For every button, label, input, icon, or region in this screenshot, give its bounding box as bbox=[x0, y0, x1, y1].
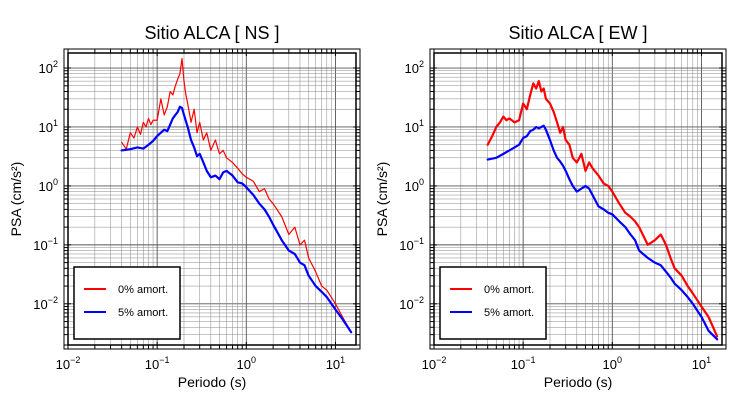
legend-label-1: 0% amort. bbox=[118, 284, 168, 296]
series-line-1 bbox=[121, 57, 352, 333]
y-tick-label: 10−1 bbox=[33, 236, 58, 253]
series-line-2 bbox=[120, 105, 353, 334]
legend-label-2: 5% amort. bbox=[484, 307, 534, 319]
chart-panel-2: 10−2 10−1 100 101 10−2 10−1 100 101 102 Sitio ALC… bbox=[374, 23, 727, 390]
x-tick-label: 10−2 bbox=[422, 355, 447, 372]
y-tick-label: 101 bbox=[405, 118, 424, 135]
y-axis-label: PSA (cm/s²) bbox=[374, 162, 390, 237]
y-tick-label: 102 bbox=[39, 59, 58, 76]
ticks bbox=[430, 49, 726, 349]
y-tick-label: 10−2 bbox=[399, 295, 424, 312]
legend-label-1: 0% amort. bbox=[484, 284, 534, 296]
series-line-2 bbox=[486, 124, 719, 341]
x-axis-label: Periodo (s) bbox=[544, 374, 612, 390]
legend-label-2: 5% amort. bbox=[118, 307, 168, 319]
chart-panel-1: 10−2 10−1 100 101 10−2 10−1 100 101 102 Sitio ALC… bbox=[8, 23, 361, 390]
x-axis-label: Periodo (s) bbox=[178, 374, 246, 390]
x-tick-label: 100 bbox=[237, 355, 256, 372]
y-tick-label: 101 bbox=[39, 118, 58, 135]
x-tick-label: 10−2 bbox=[56, 355, 81, 372]
legend-box bbox=[73, 266, 181, 340]
series-line-1 bbox=[486, 80, 719, 338]
chart-title: Sitio ALCA [ NS ] bbox=[144, 23, 279, 43]
legend: 0% amort. 5% amort. bbox=[439, 266, 547, 340]
y-tick-label: 10−2 bbox=[33, 295, 58, 312]
y-tick-label: 10−1 bbox=[399, 236, 424, 253]
legend: 0% amort. 5% amort. bbox=[73, 266, 181, 340]
ticks bbox=[64, 49, 360, 349]
x-tick-label: 101 bbox=[692, 355, 711, 372]
y-tick-label: 100 bbox=[39, 177, 58, 194]
x-tick-label: 101 bbox=[326, 355, 345, 372]
x-tick-label: 100 bbox=[603, 355, 622, 372]
y-tick-label: 100 bbox=[405, 177, 424, 194]
x-tick-label: 10−1 bbox=[511, 355, 536, 372]
grid bbox=[433, 53, 722, 346]
y-tick-label: 102 bbox=[405, 59, 424, 76]
y-axis-label: PSA (cm/s²) bbox=[8, 162, 24, 237]
legend-box bbox=[439, 266, 547, 340]
x-tick-label: 10−1 bbox=[145, 355, 170, 372]
chart-title: Sitio ALCA [ EW ] bbox=[508, 23, 647, 43]
